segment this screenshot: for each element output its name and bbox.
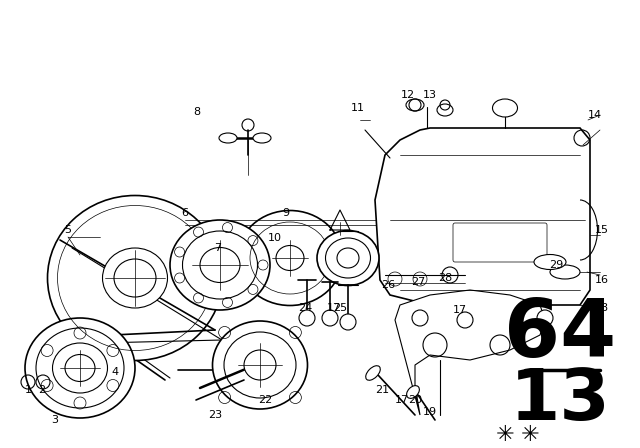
Text: 13: 13 <box>509 366 611 435</box>
Text: 3: 3 <box>51 415 58 425</box>
Ellipse shape <box>406 99 424 111</box>
Text: 6: 6 <box>182 208 189 218</box>
Ellipse shape <box>182 231 257 299</box>
Text: 17: 17 <box>395 395 409 405</box>
Ellipse shape <box>406 386 419 398</box>
Text: 17: 17 <box>453 305 467 315</box>
Ellipse shape <box>237 211 342 306</box>
Ellipse shape <box>212 321 307 409</box>
Ellipse shape <box>337 248 359 268</box>
Text: 11: 11 <box>351 103 365 113</box>
Ellipse shape <box>102 248 168 308</box>
Text: 64: 64 <box>504 296 616 374</box>
Text: 20: 20 <box>408 395 422 405</box>
Text: 17: 17 <box>327 303 341 313</box>
Text: 22: 22 <box>258 395 272 405</box>
Polygon shape <box>395 290 545 415</box>
Circle shape <box>299 310 315 326</box>
Text: 7: 7 <box>214 243 221 253</box>
Text: 25: 25 <box>333 303 347 313</box>
FancyBboxPatch shape <box>453 223 547 262</box>
Ellipse shape <box>200 247 240 283</box>
Text: 8: 8 <box>193 107 200 117</box>
Text: 5: 5 <box>65 225 72 235</box>
Text: 4: 4 <box>111 367 118 377</box>
Ellipse shape <box>25 318 135 418</box>
Ellipse shape <box>47 195 223 361</box>
Ellipse shape <box>550 265 580 279</box>
Text: ✳: ✳ <box>496 425 515 445</box>
Ellipse shape <box>52 343 108 393</box>
Text: 1: 1 <box>24 385 31 395</box>
Ellipse shape <box>219 133 237 143</box>
Text: 21: 21 <box>375 385 389 395</box>
Circle shape <box>537 310 553 326</box>
Text: 2: 2 <box>38 385 45 395</box>
Ellipse shape <box>253 133 271 143</box>
Circle shape <box>412 310 428 326</box>
Ellipse shape <box>276 246 304 271</box>
Text: 29: 29 <box>549 260 563 270</box>
Ellipse shape <box>170 220 270 310</box>
Text: 19: 19 <box>423 407 437 417</box>
Text: 16: 16 <box>595 275 609 285</box>
Text: 14: 14 <box>588 110 602 120</box>
Ellipse shape <box>365 366 380 380</box>
Text: 24: 24 <box>298 303 312 313</box>
Text: 23: 23 <box>208 410 222 420</box>
Text: 26: 26 <box>381 280 395 290</box>
Ellipse shape <box>65 354 95 382</box>
Ellipse shape <box>493 99 518 117</box>
Text: 28: 28 <box>438 273 452 283</box>
Ellipse shape <box>534 254 566 270</box>
Ellipse shape <box>326 238 371 278</box>
Text: ✳: ✳ <box>521 425 540 445</box>
Text: 13: 13 <box>423 90 437 100</box>
Text: 10: 10 <box>268 233 282 243</box>
Circle shape <box>322 310 338 326</box>
Text: 18: 18 <box>595 303 609 313</box>
Ellipse shape <box>437 104 453 116</box>
Ellipse shape <box>244 350 276 380</box>
Text: 12: 12 <box>401 90 415 100</box>
Circle shape <box>340 314 356 330</box>
Text: 27: 27 <box>411 277 425 287</box>
Text: 15: 15 <box>595 225 609 235</box>
Ellipse shape <box>317 231 379 285</box>
Polygon shape <box>375 128 590 305</box>
Text: 9: 9 <box>282 208 289 218</box>
